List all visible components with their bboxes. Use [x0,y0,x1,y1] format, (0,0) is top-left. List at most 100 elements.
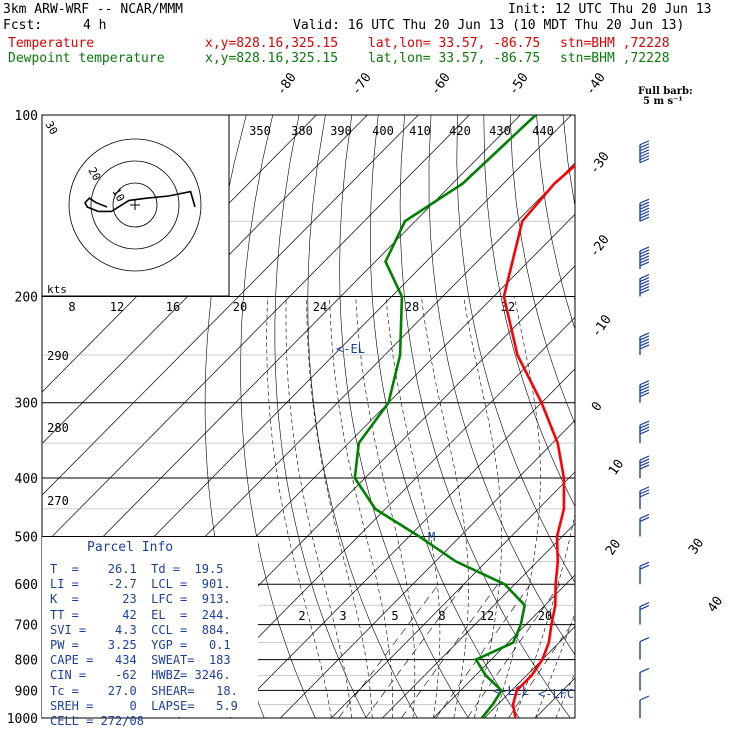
theta-label: 420 [449,124,471,138]
parcel-info-row: SREH = 0 LAPSE= 5.9 [50,698,238,713]
wind-barb [639,246,650,269]
m-marker: M [428,530,435,544]
wind-barb [639,273,650,297]
dry-adiabat-line [369,115,520,718]
isotherm-label: -50 [506,70,532,98]
dry-adiabat-line [274,115,367,718]
isotherm-line [433,574,575,718]
temp-legend-name: Temperature [8,36,95,51]
pressure-tick-label: 500 [15,530,38,545]
mixing-ratio-label: 2 [298,609,305,623]
dry-adiabat-line [536,115,575,330]
dry-adiabat-line [399,115,571,718]
wind-barb [639,513,650,537]
isotherm-line [535,677,575,718]
dry-adiabat-line [669,115,740,718]
fcst-value: 4 h [83,18,107,33]
isotherm-label: -60 [428,70,454,98]
mixing-ratio-line [401,584,499,718]
el-marker: <-EL [336,342,365,356]
isotherm-line [382,522,575,718]
isotherm-line [229,368,575,718]
parcel-info-row: T = 26.1 Td = 19.5 [50,562,224,576]
theta-label: 380 [291,124,313,138]
dry-adiabat-line [616,115,740,718]
wind-barb [639,198,650,222]
isotherm-line [42,115,470,548]
isotherm-label: -70 [349,70,375,98]
isotherm-line [331,471,575,718]
hodograph-ring [112,182,158,228]
pressure-tick-label: 300 [15,397,38,412]
isotherm-label: -20 [587,232,613,260]
isotherm-label: -30 [587,149,613,177]
kts-label: kts [47,283,67,296]
mixing-ratio-label: 3 [339,609,346,623]
isotherm-label: -10 [589,312,615,340]
wind-barb [639,695,650,718]
pressure-tick-label: 700 [15,619,38,634]
parcel-info-row: SVI = 4.3 CCL = 884. [50,622,231,637]
moist-adiabat-label: 24 [313,300,327,314]
moist-adiabat-label: 8 [68,300,75,314]
theta-label: 410 [409,124,431,138]
moist-adiabat-label: 16 [166,300,180,314]
isotherm-line [586,115,740,718]
model-title: 3km ARW-WRF -- NCAR/MMM [3,2,184,17]
isotherm-line [42,115,368,445]
temp-legend-xy: x,y=828.16,325.15 [205,36,339,51]
isotherm-line [42,115,419,496]
mixing-ratio-label: 12 [480,609,494,623]
dew-legend-latlon: lat,lon= 33.57, -86.75 [368,51,541,66]
pressure-tick-label: 1000 [7,712,38,727]
dry-adiabat-line [339,115,469,718]
hodograph-ring [90,160,180,250]
init-time: Init: 12 UTC Thu 20 Jun 13 [508,2,712,17]
wind-barb [639,140,650,164]
temp-legend-latlon: lat,lon= 33.57, -86.75 [368,36,541,51]
isotherm-label: -80 [274,70,300,98]
hodograph-ring-label: 20 [85,165,103,183]
theta-label: 400 [372,124,394,138]
dry-adiabat-line [721,115,740,718]
wind-barb [639,667,650,691]
parcel-info-row: PW = 3.25 YGP = 0.1 [50,638,231,652]
dew-legend-name: Dewpoint temperature [8,51,165,66]
moist-adiabat-line [514,296,575,718]
pressure-tick-label: 200 [15,291,38,306]
isotherm-label: -40 [583,70,609,98]
isotherm-line [280,419,575,718]
dry-adiabat-line [562,115,575,208]
dewpoint-line [353,115,537,718]
moist-adiabat-label: 20 [233,300,247,314]
wind-barb [639,332,650,355]
dry-adiabat-line [642,115,740,718]
wind-barb [639,561,650,585]
isotherm-line [42,115,521,599]
dew-legend-stn: stn=BHM ,72228 [560,51,670,66]
parcel-info-row: LI = -2.7 LCL = 901. [50,577,231,592]
moist-adiabat-label: 12 [110,300,124,314]
theta-label-left: 270 [47,494,69,508]
theta-label: 390 [330,124,352,138]
moist-adiabat-line [285,296,353,718]
barb-legend-1: Full barb: [638,86,693,97]
parcel-info-row: CIN = -62 HWBZ= 3246. [50,668,231,683]
pressure-tick-label: 900 [15,684,38,699]
parcel-info-row: CELL = 272/08 [50,714,144,728]
isotherm-label: 40 [705,594,726,615]
isotherm-label: 0 [589,399,606,414]
dry-adiabat-line [695,115,740,718]
hodograph-ring-label: 10 [109,186,127,204]
moist-adiabat-line [329,296,393,718]
temperature-line [502,163,575,718]
mixing-ratio-label: 8 [438,609,445,623]
moist-adiabat-line [355,296,416,718]
temp-legend-stn: stn=BHM ,72228 [560,36,670,51]
isotherm-line [178,316,575,718]
parcel-info-row: K = 23 LFC = 913. [50,592,231,607]
isotherm-label: 30 [686,536,707,557]
lfc-marker: <-LFC [538,687,574,701]
valid-time: Valid: 16 UTC Thu 20 Jun 13 (10 MDT Thu … [293,18,685,33]
